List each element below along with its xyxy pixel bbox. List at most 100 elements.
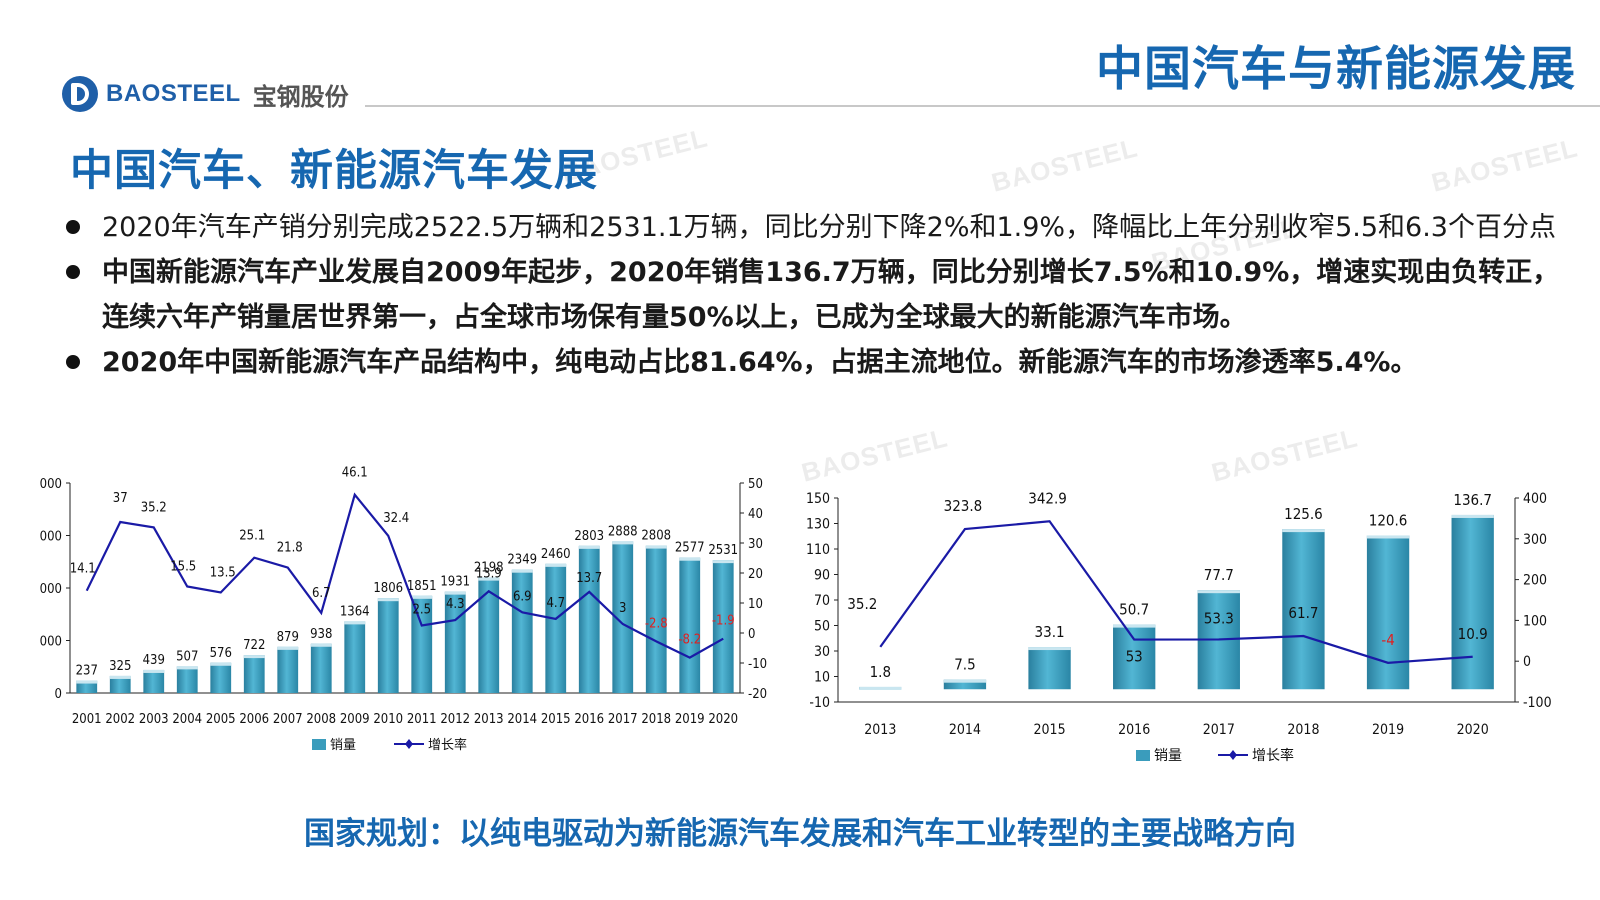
bullet-dot-icon <box>66 355 80 369</box>
left-axis-tick-label: 110 <box>806 542 830 558</box>
right-axis-tick-label: -10 <box>748 657 767 672</box>
bar-value-label: 1806 <box>373 581 403 596</box>
x-axis-tick-label: 2003 <box>139 712 169 727</box>
growth-rate-label: 35.2 <box>847 595 877 613</box>
right-axis-tick-label: 0 <box>1523 654 1531 670</box>
bullet-item: 2020年中国新能源汽车产品结构中，纯电动占比81.64%，占据主流地位。新能源… <box>64 340 1564 385</box>
bar-cap <box>143 669 165 673</box>
bar-value-label: 1364 <box>340 604 370 619</box>
left-axis-tick-label: 2000 <box>40 582 62 597</box>
bar-cap <box>76 680 98 684</box>
x-axis-tick-label: 2010 <box>373 712 403 727</box>
bar <box>277 646 299 693</box>
growth-rate-label: 4.3 <box>446 597 465 612</box>
growth-rate-label: 10.9 <box>1458 625 1488 643</box>
bar-cap <box>1282 529 1325 533</box>
bar-cap <box>411 595 433 599</box>
bar <box>243 655 265 693</box>
x-axis-tick-label: 2016 <box>1118 722 1150 738</box>
growth-rate-label: 13.7 <box>576 571 602 586</box>
right-axis-tick-label: 10 <box>748 597 763 612</box>
growth-rate-label: -1.9 <box>712 614 735 629</box>
growth-rate-label: 15.5 <box>170 560 196 575</box>
bar-value-label: 325 <box>109 659 131 674</box>
bar-cap <box>679 557 701 561</box>
bar-value-label: 1851 <box>407 579 437 594</box>
bar-value-label: 120.6 <box>1369 511 1408 529</box>
growth-rate-label: 2.5 <box>412 603 431 618</box>
bar-value-label: 50.7 <box>1119 601 1149 619</box>
bar-value-label: 2349 <box>507 553 537 568</box>
x-axis-tick-label: 2004 <box>172 712 202 727</box>
bar-cap <box>511 569 533 573</box>
growth-rate-label: -8.2 <box>678 633 701 648</box>
right-axis-tick-label: -20 <box>748 687 767 702</box>
bullet-item: 中国新能源汽车产业发展自2009年起步，2020年销售136.7万辆，同比分别增… <box>64 250 1564 340</box>
bar-cap <box>645 545 667 549</box>
growth-rate-label: 35.2 <box>141 500 167 515</box>
x-axis-tick-label: 2016 <box>574 712 604 727</box>
bar-value-label: 576 <box>210 646 232 661</box>
x-axis-tick-label: 2013 <box>864 722 896 738</box>
left-axis-tick-label: 150 <box>806 491 830 507</box>
bar-cap <box>578 545 600 549</box>
bar-value-label: 136.7 <box>1453 491 1492 509</box>
baosteel-logo-icon <box>62 76 98 112</box>
bar-cap <box>444 591 466 595</box>
left-axis-tick-label: 4000 <box>40 477 62 492</box>
bar-cap <box>109 675 131 679</box>
bar <box>1113 624 1156 690</box>
legend-marker-icon <box>1229 750 1237 760</box>
bullet-dot-icon <box>66 220 80 234</box>
bar-value-label: 938 <box>310 627 332 642</box>
header-divider <box>365 105 1600 107</box>
growth-rate-label: 21.8 <box>277 541 303 556</box>
growth-rate-label: 3 <box>619 601 626 616</box>
company-logo: BAOSTEEL 宝钢股份 <box>62 76 349 112</box>
bar-value-label: 722 <box>243 638 265 653</box>
bullet-text: 2020年中国新能源汽车产品结构中，纯电动占比81.64%，占据主流地位。新能源… <box>102 347 1418 378</box>
right-axis-tick-label: 100 <box>1523 613 1547 629</box>
growth-rate-label: 6.7 <box>312 586 331 601</box>
bar-value-label: 2803 <box>574 529 604 544</box>
right-axis-tick-label: 0 <box>748 627 755 642</box>
bar <box>176 666 198 693</box>
bar-value-label: 77.7 <box>1204 566 1234 584</box>
bar-value-label: 2198 <box>474 561 504 576</box>
growth-rate-line <box>85 492 724 659</box>
growth-rate-label: 13.9 <box>476 566 502 581</box>
bar-cap <box>943 679 987 683</box>
left-axis-tick-label: 0 <box>55 687 62 702</box>
x-axis-tick-label: 2007 <box>273 712 303 727</box>
bar-cap <box>712 560 734 564</box>
bar <box>1366 535 1410 690</box>
bar-value-label: 2888 <box>608 524 638 539</box>
bar-cap <box>1113 624 1156 628</box>
bar <box>1282 529 1325 690</box>
left-axis-tick-label: 10 <box>814 670 830 686</box>
right-axis-tick-label: 50 <box>748 477 763 492</box>
x-axis-tick-label: 2018 <box>1287 722 1319 738</box>
growth-rate-label: 14.1 <box>70 562 96 577</box>
x-axis-tick-label: 2002 <box>105 712 135 727</box>
x-axis-tick-label: 2009 <box>340 712 370 727</box>
section-title: 中国汽车、新能源汽车发展 <box>70 146 598 196</box>
growth-rate-label: 32.4 <box>383 511 409 526</box>
bar <box>344 621 366 693</box>
bullet-text: 2020年汽车产销分别完成2522.5万辆和2531.1万辆，同比分别下降2%和… <box>102 212 1556 243</box>
nev-sales-chart: -10 10 30 50 70 90 110 130 150 -100 0 100 200 300 400 1… <box>806 489 1552 764</box>
x-axis-tick-label: 2001 <box>72 712 102 727</box>
right-axis-tick-label: 200 <box>1523 573 1547 589</box>
bar <box>1451 514 1494 690</box>
bar-value-label: 2531 <box>708 543 738 558</box>
bar <box>645 545 667 693</box>
bar-cap <box>176 666 198 670</box>
x-axis-tick-label: 2017 <box>608 712 638 727</box>
bar-cap <box>1451 514 1494 518</box>
bar <box>712 560 734 693</box>
bar <box>76 680 98 693</box>
bar <box>612 541 634 693</box>
right-axis-tick-label: 400 <box>1523 491 1547 507</box>
left-axis-tick-label: 130 <box>806 517 830 533</box>
